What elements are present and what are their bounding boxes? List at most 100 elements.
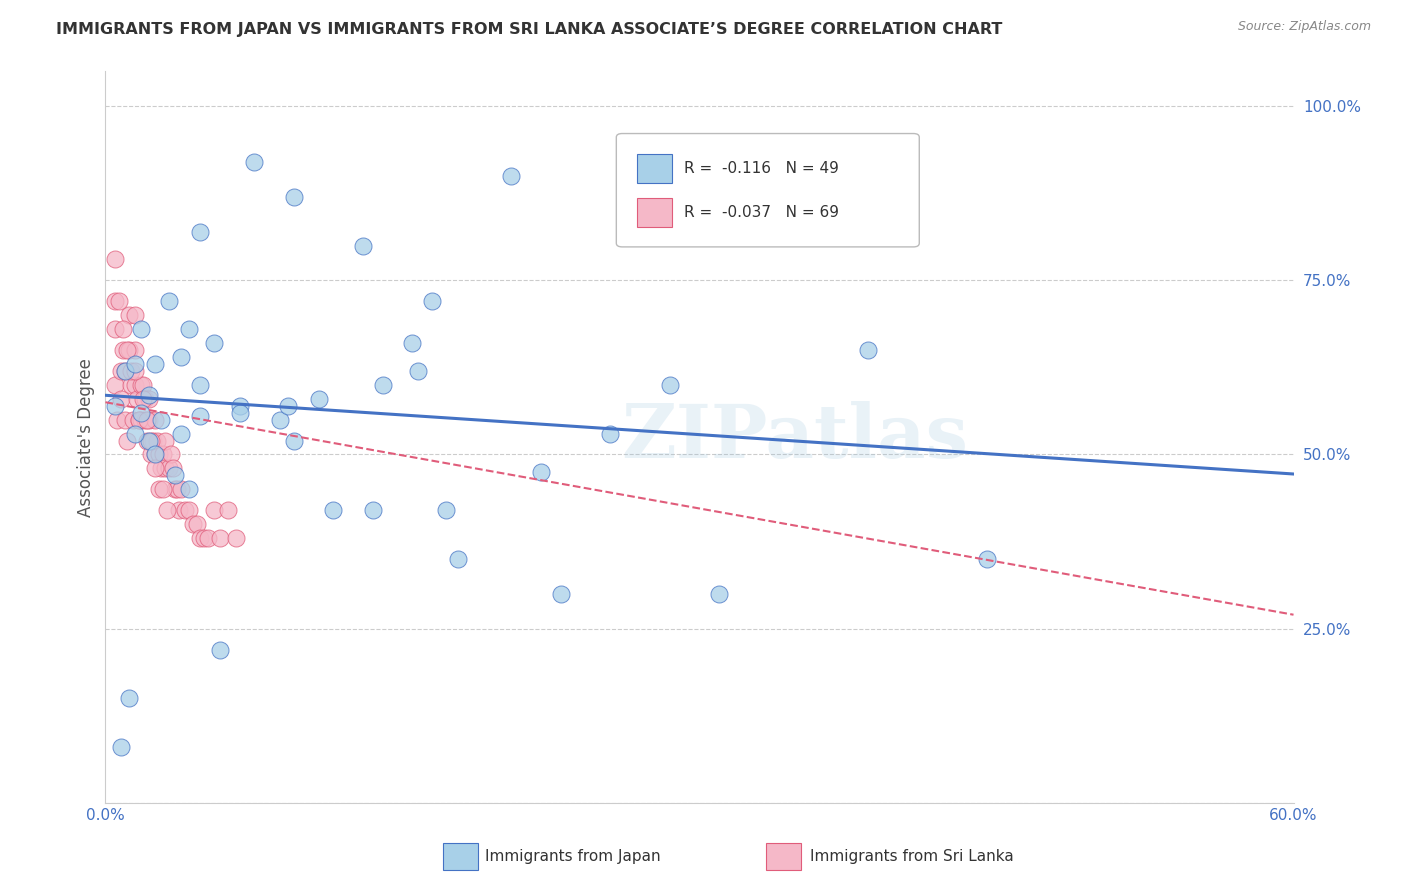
Point — [105, 412, 128, 426]
Point — [139, 448, 162, 462]
Point — [153, 461, 176, 475]
Point — [142, 434, 165, 448]
Point — [104, 294, 127, 309]
Point — [129, 412, 152, 426]
Point — [408, 364, 430, 378]
Point — [124, 357, 146, 371]
Point — [283, 434, 305, 448]
Point — [186, 517, 208, 532]
Point — [163, 468, 186, 483]
Point — [122, 412, 145, 426]
Point — [177, 322, 200, 336]
Point — [128, 412, 150, 426]
Point — [157, 294, 180, 309]
Point — [143, 448, 166, 462]
Point — [118, 343, 141, 357]
Point — [193, 531, 215, 545]
Point — [308, 392, 330, 406]
Point — [225, 531, 247, 545]
Point — [118, 691, 141, 706]
Point — [136, 412, 159, 426]
Point — [143, 357, 166, 371]
Point — [115, 434, 138, 448]
Point — [138, 392, 160, 406]
Point — [501, 169, 523, 183]
Point — [120, 377, 142, 392]
Point — [149, 412, 172, 426]
Point — [170, 483, 193, 497]
Point — [124, 364, 146, 378]
Point — [129, 322, 152, 336]
Point — [152, 483, 174, 497]
Point — [148, 448, 170, 462]
Point — [112, 322, 135, 336]
Point — [361, 503, 384, 517]
Point — [856, 343, 879, 357]
Point — [108, 294, 131, 309]
Point — [202, 503, 225, 517]
Point — [157, 461, 180, 475]
Point — [124, 343, 146, 357]
Point — [148, 483, 170, 497]
Point — [138, 412, 160, 426]
Point — [229, 406, 252, 420]
Point — [156, 503, 179, 517]
Point — [153, 434, 176, 448]
Point — [136, 434, 159, 448]
Point — [110, 392, 132, 406]
Point — [371, 377, 394, 392]
Point — [229, 399, 252, 413]
Bar — [637, 154, 672, 183]
Point — [550, 587, 572, 601]
Point — [143, 448, 166, 462]
Point — [283, 190, 305, 204]
Point — [976, 552, 998, 566]
Point — [170, 350, 193, 364]
Point — [167, 503, 190, 517]
Bar — [637, 198, 672, 227]
Point — [120, 364, 142, 378]
Point — [114, 412, 136, 426]
Point — [104, 252, 127, 267]
Point — [202, 336, 225, 351]
Point — [134, 392, 156, 406]
Point — [152, 448, 174, 462]
Point — [599, 426, 621, 441]
Point — [190, 225, 212, 239]
Point — [709, 587, 731, 601]
Point — [190, 377, 212, 392]
Point — [177, 503, 200, 517]
Point — [162, 461, 184, 475]
Text: Immigrants from Sri Lanka: Immigrants from Sri Lanka — [810, 849, 1014, 863]
Point — [118, 308, 141, 322]
Point — [114, 364, 136, 378]
Point — [181, 517, 204, 532]
Point — [138, 434, 160, 448]
Point — [322, 503, 344, 517]
Text: Source: ZipAtlas.com: Source: ZipAtlas.com — [1237, 20, 1371, 33]
Point — [112, 343, 135, 357]
Point — [104, 377, 127, 392]
Point — [401, 336, 423, 351]
Y-axis label: Associate's Degree: Associate's Degree — [77, 358, 96, 516]
Text: ZIPatlas: ZIPatlas — [621, 401, 967, 474]
Point — [190, 409, 212, 424]
Point — [277, 399, 299, 413]
Point — [658, 377, 681, 392]
Point — [209, 642, 232, 657]
Point — [352, 238, 374, 252]
Point — [129, 377, 152, 392]
Point — [149, 461, 172, 475]
Point — [170, 426, 193, 441]
Point — [104, 399, 127, 413]
Point — [143, 412, 166, 426]
Point — [139, 434, 162, 448]
Point — [110, 740, 132, 755]
Point — [146, 434, 169, 448]
Point — [124, 308, 146, 322]
Point — [173, 503, 195, 517]
Point — [124, 377, 146, 392]
Point — [138, 388, 160, 402]
FancyBboxPatch shape — [616, 134, 920, 247]
Point — [128, 412, 150, 426]
